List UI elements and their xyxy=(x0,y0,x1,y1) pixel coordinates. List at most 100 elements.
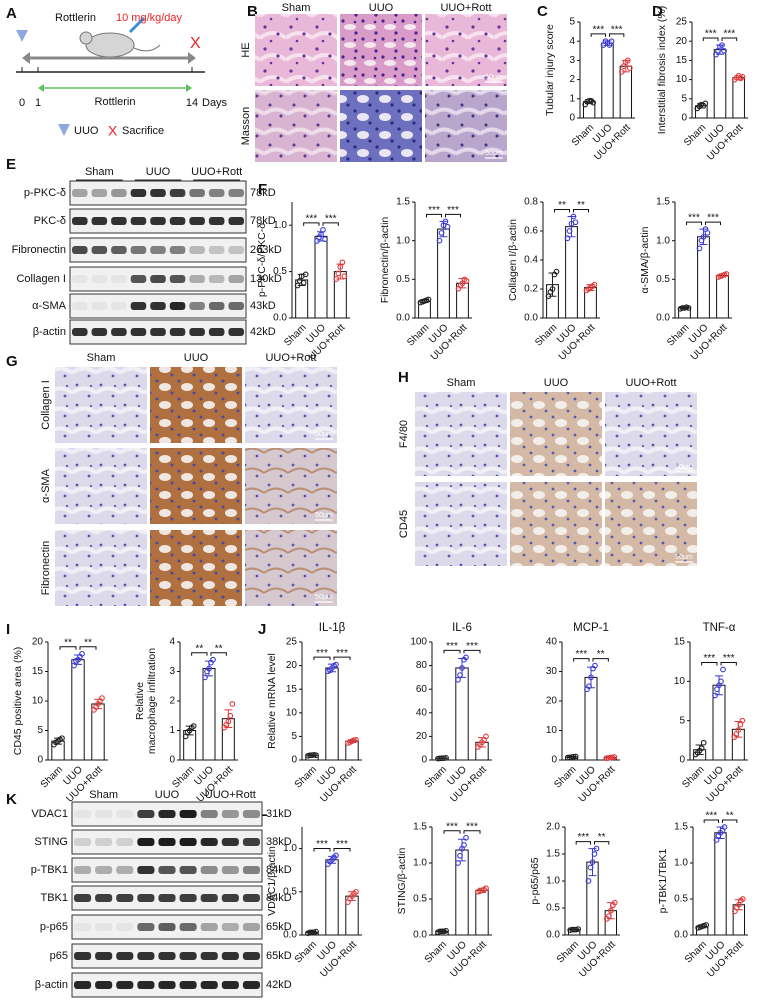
data-point xyxy=(459,665,465,671)
significance-label: ** xyxy=(726,811,734,822)
x-tick-label: Sham xyxy=(282,322,308,348)
significance-bracket xyxy=(590,33,606,37)
data-point xyxy=(589,859,596,865)
molecular-weight: 84kD xyxy=(266,864,292,876)
significance-label: *** xyxy=(703,653,715,664)
data-point xyxy=(320,226,326,233)
data-point xyxy=(457,852,463,859)
bar xyxy=(713,49,727,119)
band xyxy=(137,981,155,989)
sacrifice-marker: X xyxy=(190,35,201,52)
band xyxy=(169,328,186,336)
time-label: 1 xyxy=(35,97,41,109)
band xyxy=(137,894,155,902)
bar xyxy=(716,274,729,319)
significance-label: *** xyxy=(466,641,478,652)
band xyxy=(137,810,155,818)
panel-label: A xyxy=(6,5,17,22)
significance-label: ** xyxy=(215,643,223,654)
legend-icon: X xyxy=(108,123,118,139)
panel-label: H xyxy=(398,369,409,386)
y-tick-label: 0 xyxy=(291,755,297,766)
y-axis-label: α-SMA/β-actin xyxy=(639,226,651,293)
significance-bracket xyxy=(721,37,738,42)
data-point xyxy=(572,219,579,226)
significance-label: ** xyxy=(577,200,585,211)
y-tick-label: 1 xyxy=(569,93,575,104)
micrograph xyxy=(55,448,147,524)
micrograph xyxy=(510,482,602,566)
data-point xyxy=(704,230,711,236)
band xyxy=(158,866,176,874)
band xyxy=(189,217,205,225)
data-point xyxy=(339,259,346,266)
data-point xyxy=(723,271,730,277)
band xyxy=(158,952,176,960)
significance-label: *** xyxy=(446,821,458,832)
y-axis-label: Interstitial fibrosis index (%) xyxy=(656,6,668,134)
band xyxy=(179,810,197,818)
protein-label: Collagen I xyxy=(16,273,66,285)
row-label: HE xyxy=(240,42,252,57)
band xyxy=(111,189,127,197)
micrograph xyxy=(340,14,422,86)
band xyxy=(91,217,108,225)
micrograph xyxy=(255,90,337,162)
y-tick-label: 60 xyxy=(416,684,428,695)
band xyxy=(221,923,239,931)
y-tick-label: 1.5 xyxy=(413,822,427,833)
band xyxy=(179,981,197,989)
significance-bracket xyxy=(703,819,719,823)
significance-label: *** xyxy=(705,811,717,822)
y-tick-label: 0.0 xyxy=(546,930,560,941)
band xyxy=(158,923,176,931)
band xyxy=(111,217,127,225)
micrograph xyxy=(55,530,147,606)
significance-label: *** xyxy=(723,653,735,664)
y-tick-label: 0.5 xyxy=(546,903,560,914)
data-point xyxy=(685,305,692,311)
micrograph xyxy=(245,530,337,606)
band xyxy=(111,328,127,336)
y-axis-label: macrophage infiltration xyxy=(146,648,158,754)
protein-label: Fibronectin xyxy=(12,244,66,256)
y-tick-label: 5 xyxy=(291,731,297,742)
panel-label: B xyxy=(247,3,258,20)
y-tick-label: 0 xyxy=(37,755,43,766)
data-point xyxy=(443,755,449,761)
significance-bracket xyxy=(210,652,227,656)
x-tick-label: Sham xyxy=(405,322,431,348)
y-tick-label: 3 xyxy=(569,55,575,66)
bar xyxy=(584,287,597,319)
y-tick-label: 0.0 xyxy=(273,313,287,324)
data-point xyxy=(624,57,631,64)
data-point xyxy=(461,842,467,848)
band xyxy=(74,981,92,989)
micrograph xyxy=(255,14,337,86)
y-tick-label: 100 xyxy=(410,637,427,648)
y-tick-label: 0 xyxy=(681,113,687,124)
significance-label: *** xyxy=(705,29,717,40)
data-point xyxy=(227,712,234,719)
band xyxy=(74,923,92,931)
significance-label: ** xyxy=(64,637,72,648)
y-axis-label: STING/β-actin xyxy=(396,847,408,914)
x-tick-label: Sham xyxy=(423,939,449,965)
data-point xyxy=(436,237,443,244)
data-point xyxy=(437,755,443,762)
band xyxy=(221,981,239,989)
scale-bar-label: 50μm xyxy=(315,512,333,519)
x-tick-label: Sham xyxy=(423,764,449,790)
bar xyxy=(456,282,469,319)
y-tick-label: 0.0 xyxy=(413,930,427,941)
row-label: F4/80 xyxy=(398,420,410,448)
y-axis-label: Relative mRNA level xyxy=(266,653,278,749)
band xyxy=(116,952,134,960)
band xyxy=(137,952,155,960)
data-point xyxy=(302,271,309,278)
y-tick-label: 2.0 xyxy=(546,822,560,833)
y-tick-label: 30 xyxy=(546,666,558,677)
y-tick-label: 0.5 xyxy=(674,894,688,905)
data-point xyxy=(442,218,449,225)
band xyxy=(169,275,186,283)
